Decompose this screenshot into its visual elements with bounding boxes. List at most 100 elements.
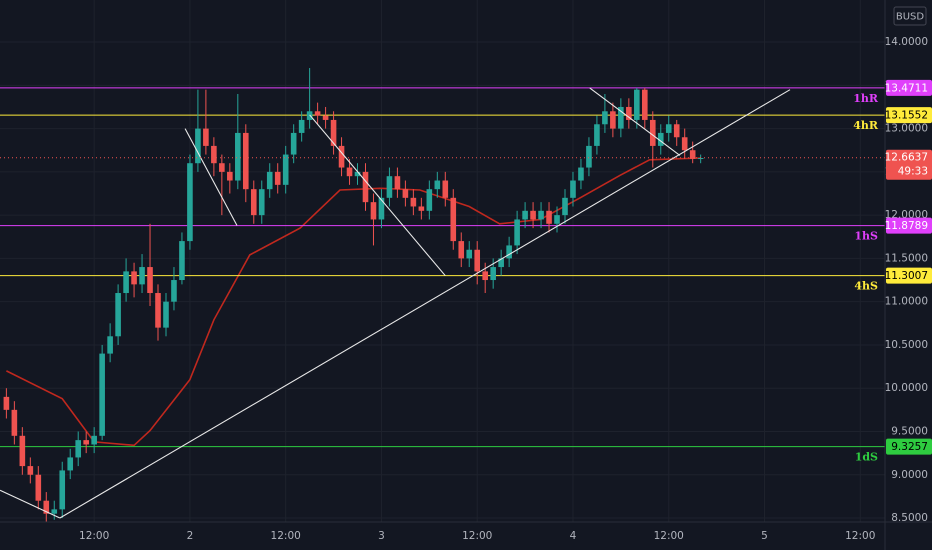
- trendline: [589, 87, 681, 156]
- candle-body: [250, 189, 257, 216]
- level-tag: [886, 438, 932, 455]
- candle-body: [107, 336, 113, 354]
- candle-body: [314, 111, 321, 116]
- candle-body: [578, 167, 584, 181]
- level-label: 4hS: [854, 280, 878, 293]
- candle-body: [458, 241, 465, 259]
- candle-body: [67, 457, 74, 471]
- candle-body: [155, 293, 161, 328]
- candle-body: [171, 280, 177, 302]
- y-tick-label: 9.0000: [891, 469, 928, 481]
- candle-body: [418, 206, 425, 211]
- candle-body: [522, 210, 528, 220]
- last-price-tag: [886, 149, 932, 180]
- trendline: [59, 89, 791, 519]
- candle-body: [11, 409, 18, 436]
- candle-body: [530, 210, 536, 220]
- level-label: 1hS: [854, 230, 878, 243]
- level-tag: [886, 107, 932, 124]
- candle-body: [434, 180, 441, 190]
- candle-body: [115, 293, 121, 337]
- level-tag: [886, 79, 932, 96]
- trendline: [184, 128, 238, 226]
- x-tick-label: 3: [378, 530, 385, 542]
- x-tick-label: 12:00: [271, 530, 301, 542]
- candle-body: [554, 215, 560, 224]
- candle-body: [402, 189, 409, 198]
- candle-body: [227, 171, 233, 181]
- candle-body: [242, 132, 249, 190]
- candle-body: [626, 106, 632, 120]
- candle-body: [546, 210, 552, 224]
- candle-body: [35, 474, 42, 501]
- candle-body: [570, 180, 576, 198]
- axes: 8.5000 9.0000 9.5000 10.0000 10.5000 11.0000 1…: [79, 36, 932, 542]
- candle-body: [410, 197, 417, 207]
- candle-body: [274, 171, 281, 185]
- candle-body: [506, 245, 512, 259]
- candle-body: [219, 163, 225, 172]
- y-tick-label: 13.0000: [885, 123, 928, 135]
- y-tick-label: 9.5000: [891, 425, 928, 437]
- level-tag-label: 11.3007: [885, 270, 928, 282]
- candle-body: [99, 353, 105, 436]
- x-tick-label: 5: [761, 530, 768, 542]
- candle-body: [538, 210, 544, 220]
- candle-body: [19, 435, 26, 467]
- level-tag-label: 9.3257: [891, 441, 928, 453]
- candle-body: [179, 241, 185, 281]
- y-tick-label: 10.5000: [885, 339, 928, 351]
- candle-body: [641, 89, 648, 120]
- x-tick-label: 12:00: [845, 530, 875, 542]
- candle-body: [91, 435, 97, 445]
- candle-body: [394, 176, 401, 190]
- candle-body: [594, 124, 600, 146]
- candle-body: [634, 89, 640, 120]
- candle-body: [602, 111, 608, 125]
- candle-body: [298, 119, 305, 133]
- candle-body: [649, 119, 656, 146]
- candle-body: [689, 150, 696, 159]
- y-tick-label: 11.5000: [885, 252, 928, 264]
- candle-body: [346, 167, 353, 177]
- candle-body: [490, 267, 496, 281]
- candle-body: [378, 197, 385, 220]
- candle-body: [362, 171, 369, 203]
- candle-body: [282, 154, 289, 185]
- candle-body: [83, 440, 89, 445]
- candle-body: [498, 258, 504, 268]
- level-label: 4hR: [853, 119, 879, 132]
- candle-body: [450, 197, 457, 242]
- candle-body: [322, 115, 329, 120]
- candle-body: [27, 466, 34, 475]
- last-price-label: 12.6637: [885, 152, 928, 164]
- x-tick-label: 12:00: [79, 530, 109, 542]
- moving-average: [6, 157, 701, 447]
- grid: [0, 0, 885, 522]
- candle-body: [466, 249, 473, 259]
- candle-body: [681, 137, 688, 151]
- x-tick-label: 4: [570, 530, 577, 542]
- trendline: [0, 489, 61, 519]
- candle-body: [338, 145, 345, 168]
- candle-body: [482, 271, 488, 281]
- level-tag-label: 13.1552: [885, 110, 928, 122]
- candle-body: [290, 132, 297, 155]
- candle-body: [3, 396, 10, 410]
- candle-body: [195, 128, 201, 164]
- x-tick-label: 2: [187, 530, 194, 542]
- candle-body: [147, 267, 153, 294]
- candle-body: [203, 128, 209, 146]
- candle-body: [75, 440, 82, 458]
- level-tag-label: 11.8789: [885, 220, 928, 232]
- candle-body: [442, 180, 449, 198]
- candle-body: [610, 111, 616, 129]
- currency: BUSD: [896, 12, 925, 23]
- y-tick-label: 8.5000: [891, 512, 928, 524]
- candle-body: [266, 171, 273, 190]
- candle-body: [258, 189, 265, 216]
- candle-body: [354, 171, 361, 177]
